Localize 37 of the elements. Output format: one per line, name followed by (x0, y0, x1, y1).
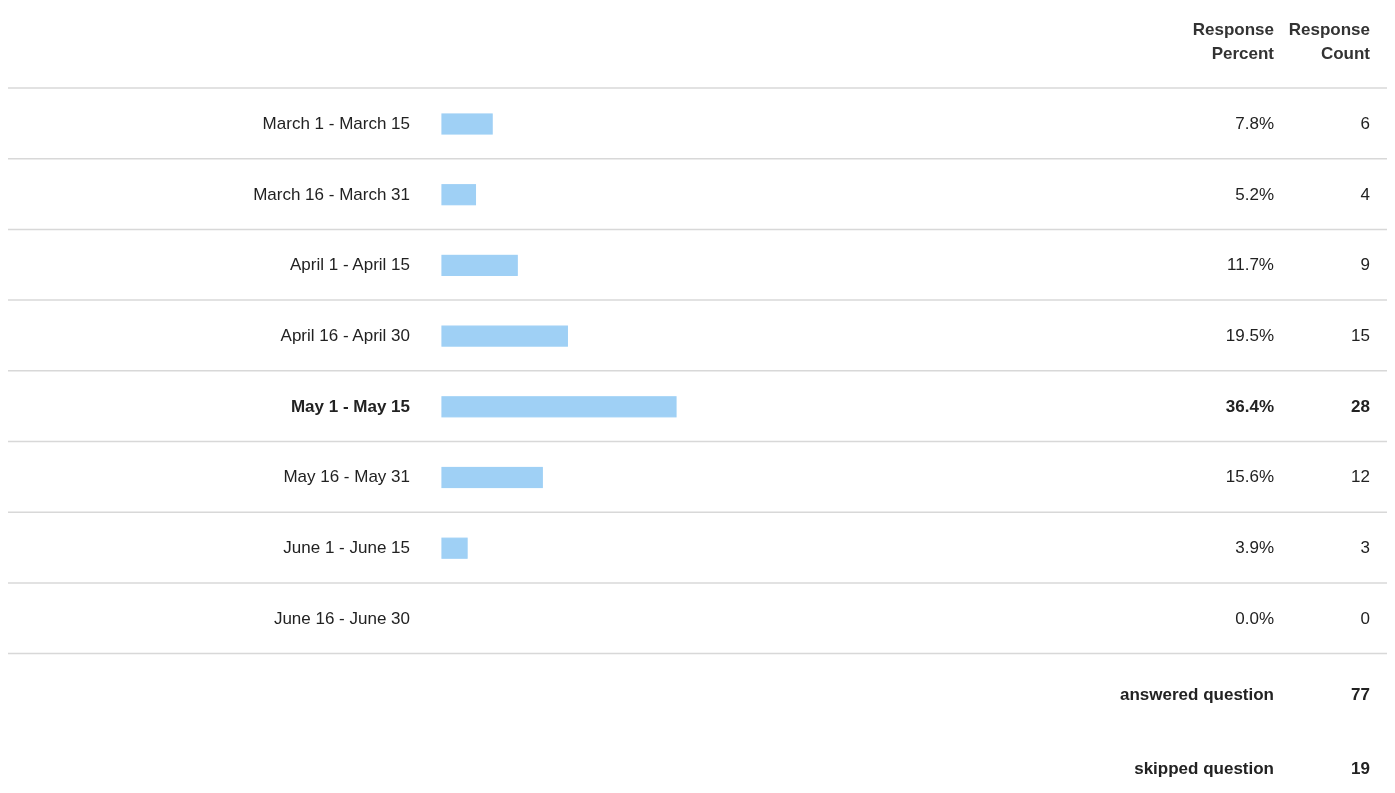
data-label: 11.7% (1227, 255, 1274, 275)
text: 15 (1351, 326, 1370, 346)
text: Response Percent (1192, 20, 1275, 63)
text: 12 (1351, 467, 1370, 487)
bar (441, 396, 677, 418)
text: 0 (1360, 608, 1370, 628)
data-label: 15.6% (1225, 467, 1274, 487)
bar (441, 254, 518, 276)
y-tick-label: April 1 - April 15 (290, 255, 410, 275)
y-tick-label: May 1 - May 15 (290, 396, 410, 416)
data-label: 36.4% (1225, 396, 1274, 416)
y-tick-label: March 16 - March 31 (253, 184, 410, 204)
data-label: 19.5% (1225, 326, 1274, 346)
text: 3 (1360, 538, 1370, 558)
y-tick-label: April 16 - April 30 (280, 326, 410, 346)
y-tick-label: March 1 - March 15 (262, 113, 410, 133)
text: 6 (1360, 113, 1370, 133)
data-label: 7.8% (1235, 113, 1274, 133)
data-label: 0.0% (1235, 608, 1274, 628)
data-label: 5.2% (1235, 184, 1274, 204)
text: 28 (1351, 396, 1370, 416)
text: 19 (1351, 758, 1370, 778)
y-tick-label: May 16 - May 31 (283, 467, 410, 487)
text: 9 (1360, 255, 1370, 275)
data-label: 3.9% (1235, 538, 1274, 558)
text: 4 (1360, 184, 1370, 204)
bar (441, 184, 477, 206)
text: Response Count (1288, 20, 1371, 63)
text: answered question (1120, 684, 1274, 704)
text: 77 (1351, 684, 1370, 704)
text: skipped question (1134, 758, 1274, 778)
bar (441, 537, 468, 559)
bar (441, 466, 543, 489)
bar (441, 325, 568, 347)
y-tick-label: June 1 - June 15 (283, 538, 410, 558)
bar (441, 113, 493, 135)
y-tick-label: June 16 - June 30 (273, 608, 410, 628)
